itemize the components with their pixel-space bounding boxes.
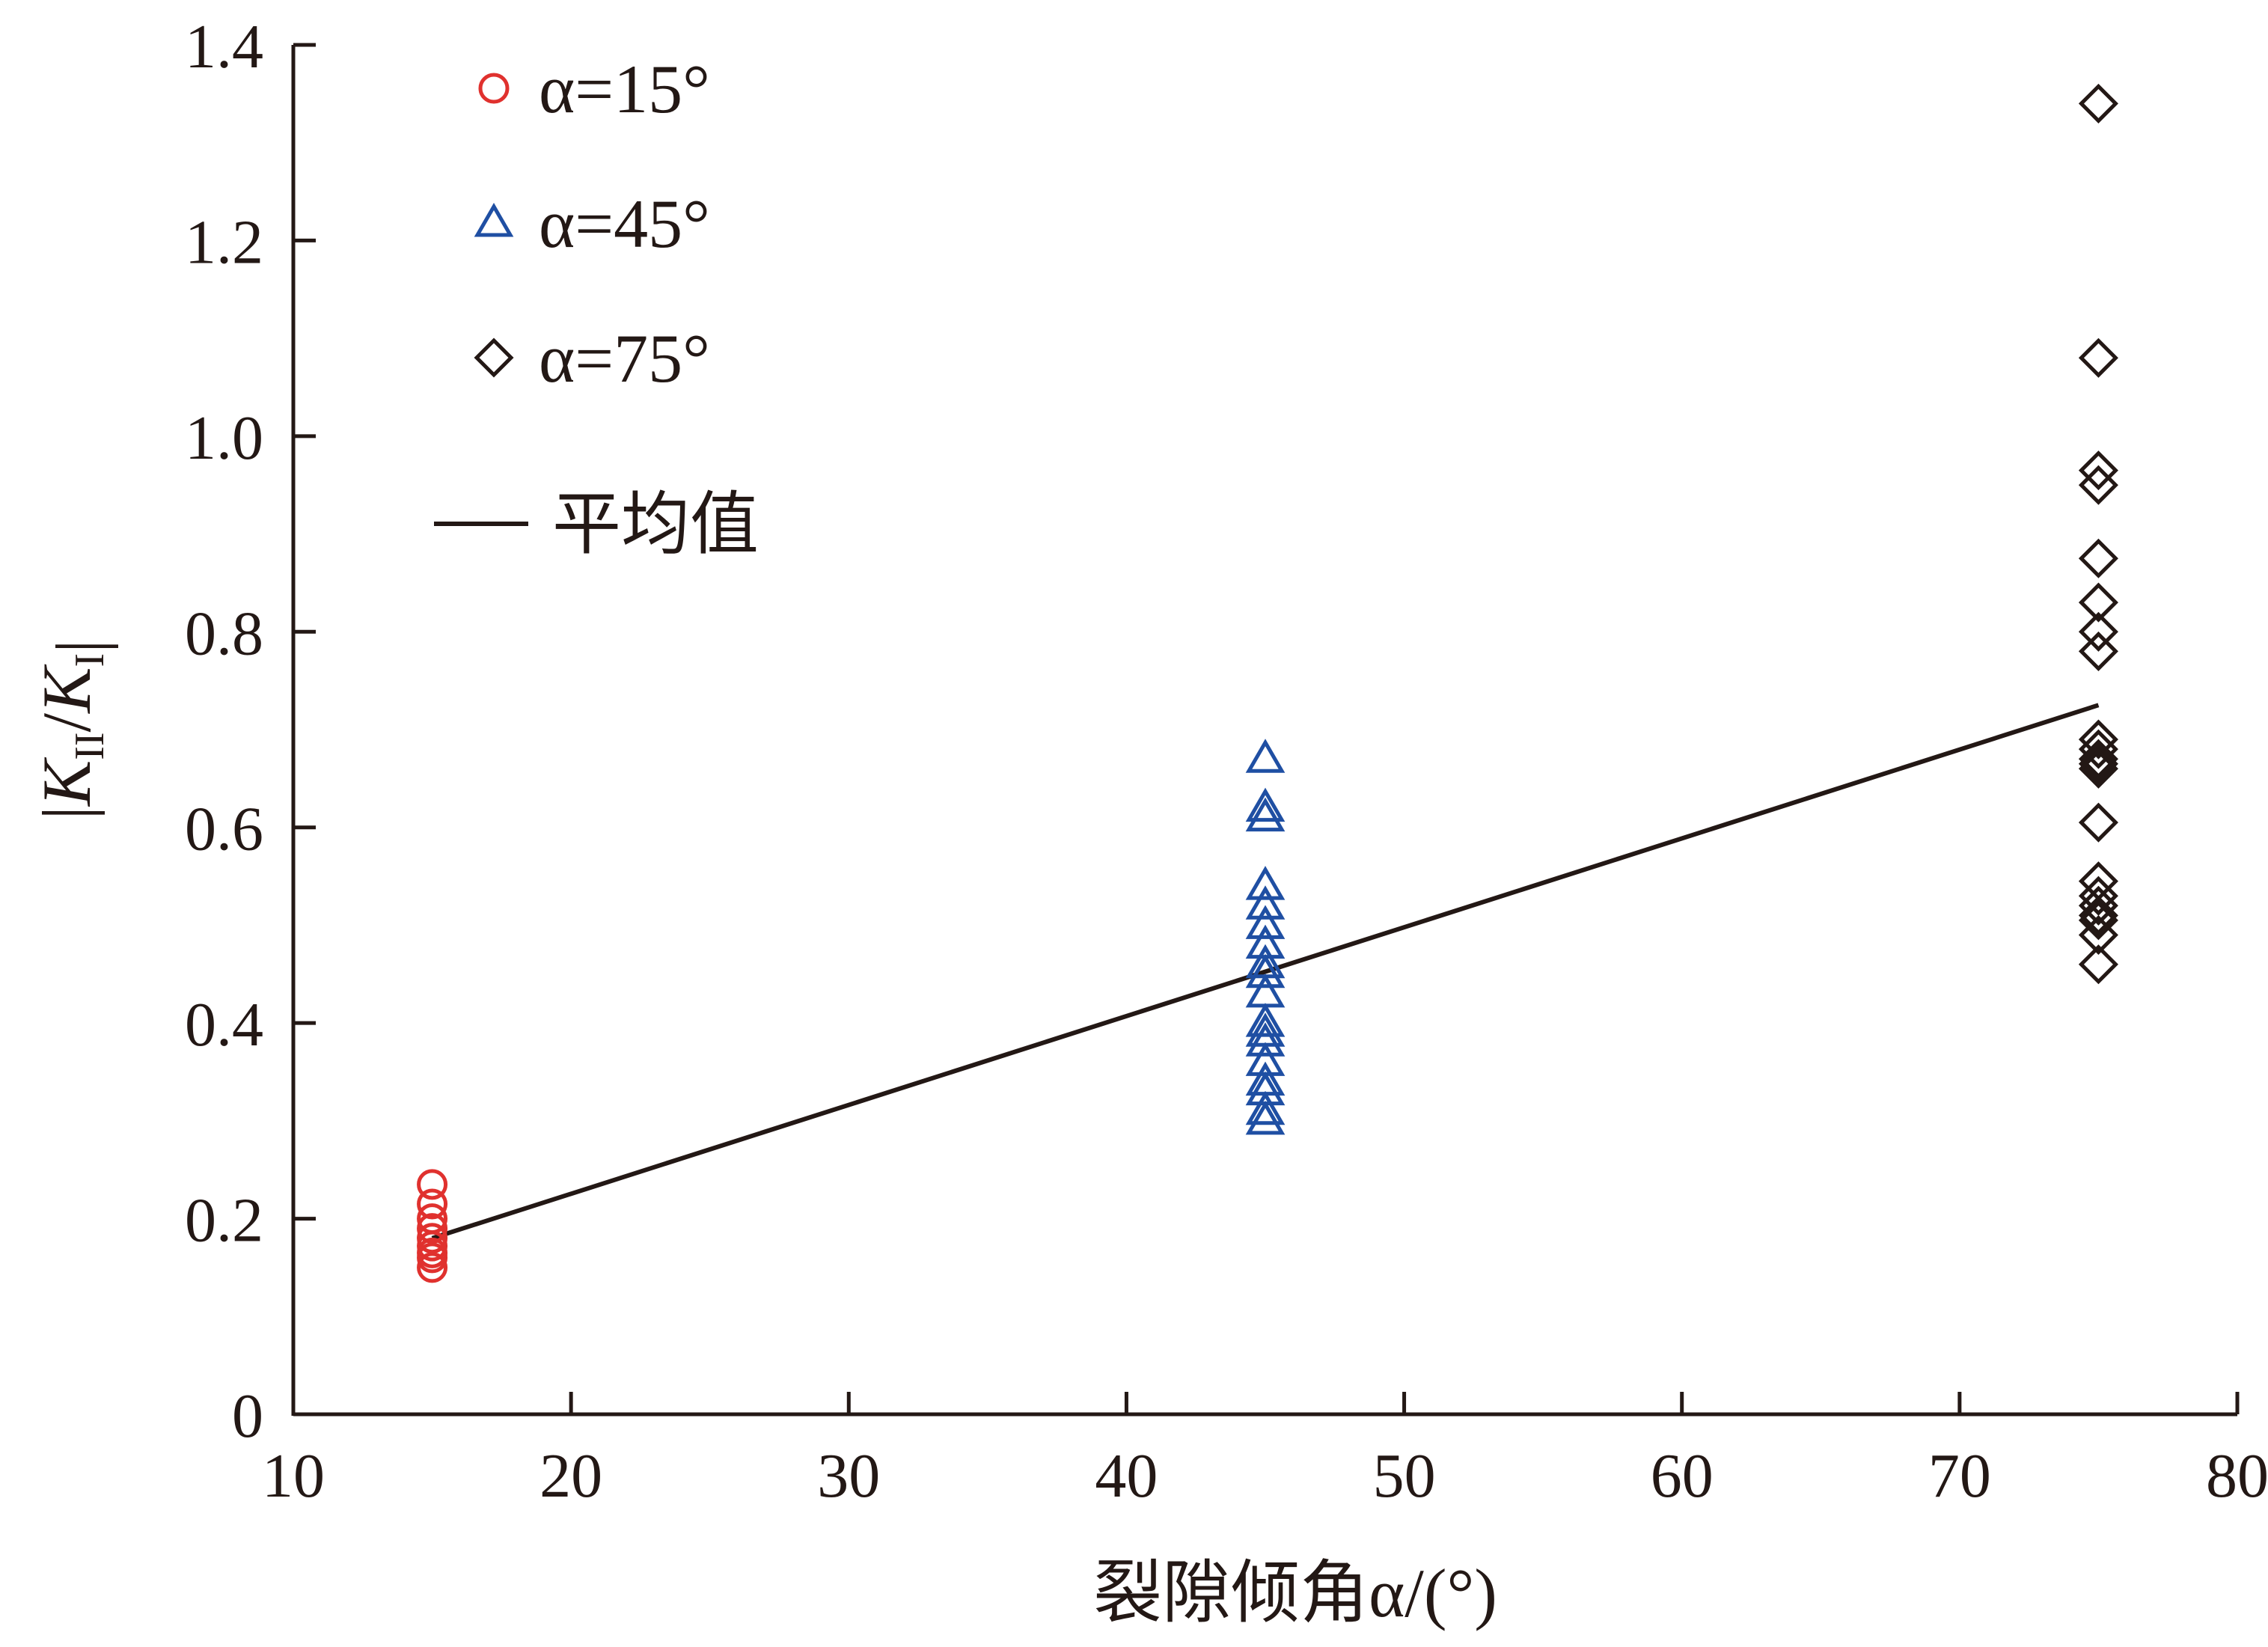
legend-label-mean: 平均值 bbox=[552, 486, 759, 563]
mean-line bbox=[431, 703, 2100, 1241]
legend-label: α=45° bbox=[539, 186, 710, 262]
y-ticks: 0 0.2 0.4 0.6 0.8 1.0 1.2 1.4 bbox=[185, 12, 316, 1451]
data-point-triangle bbox=[1245, 953, 1286, 988]
data-point-circle bbox=[417, 1252, 448, 1283]
data-point-diamond bbox=[2078, 538, 2118, 578]
data-point-triangle bbox=[1245, 1012, 1286, 1047]
data-point-triangle bbox=[1245, 924, 1286, 959]
data-point-diamond bbox=[2078, 465, 2118, 505]
data-point-circle bbox=[417, 1213, 448, 1244]
y-tick-label: 1.4 bbox=[185, 12, 263, 82]
y-tick-label: 0.8 bbox=[185, 599, 263, 668]
data-point-diamond bbox=[2078, 739, 2118, 779]
data-point-diamond bbox=[2078, 802, 2118, 843]
x-tick-label: 10 bbox=[262, 1441, 325, 1511]
x-tick-label: 80 bbox=[2206, 1441, 2268, 1511]
y-tick-label: 0 bbox=[232, 1381, 263, 1451]
data-point-diamond bbox=[2078, 582, 2118, 623]
data-point-triangle bbox=[1245, 885, 1286, 920]
data-point-triangle bbox=[1245, 1100, 1286, 1135]
data-point-diamond bbox=[2078, 631, 2118, 671]
data-point-diamond bbox=[2078, 914, 2118, 956]
data-point-triangle bbox=[1245, 1061, 1286, 1096]
data-point-triangle bbox=[1245, 973, 1286, 1008]
data-point-diamond bbox=[2078, 885, 2118, 926]
data-point-diamond bbox=[2078, 611, 2118, 652]
data-point-diamond bbox=[2078, 876, 2118, 916]
data-point-diamond bbox=[2078, 748, 2118, 789]
data-point-triangle bbox=[1245, 1090, 1286, 1125]
y-axis-title-text: |KII/KI| bbox=[28, 639, 118, 819]
data-point-diamond bbox=[2078, 895, 2118, 935]
data-point-triangle bbox=[1245, 739, 1286, 773]
axes bbox=[291, 45, 2237, 1417]
y-tick-label: 0.2 bbox=[185, 1186, 263, 1256]
legend: α=15° α=45° α=75° 平均值 bbox=[434, 51, 759, 563]
x-tick-label: 50 bbox=[1373, 1441, 1436, 1511]
y-axis-title: |KII/KI| bbox=[28, 639, 118, 819]
data-point-diamond bbox=[2078, 83, 2118, 123]
x-axis-title: 裂隙倾角α/(°) bbox=[1093, 1555, 1497, 1631]
data-point-triangle bbox=[1245, 905, 1286, 939]
legend-marker-circle bbox=[478, 73, 510, 104]
legend-marker-diamond bbox=[474, 337, 514, 378]
legend-label: α=15° bbox=[539, 51, 710, 127]
x-tick-label: 30 bbox=[817, 1441, 880, 1511]
data-point-diamond bbox=[2078, 729, 2118, 769]
y-tick-label: 0.6 bbox=[185, 795, 263, 864]
data-points bbox=[417, 83, 2118, 1283]
data-point-diamond bbox=[2078, 744, 2118, 784]
data-point-diamond bbox=[2078, 450, 2118, 491]
data-point-circle bbox=[417, 1188, 448, 1220]
x-tick-label: 20 bbox=[540, 1441, 602, 1511]
mean-line-group bbox=[431, 703, 2100, 1241]
data-point-triangle bbox=[1245, 866, 1286, 900]
y-tick-label: 1.2 bbox=[185, 207, 263, 277]
data-point-circle bbox=[417, 1223, 448, 1254]
data-point-triangle bbox=[1245, 1022, 1286, 1057]
data-point-diamond bbox=[2078, 337, 2118, 378]
data-point-circle bbox=[417, 1169, 448, 1200]
data-point-diamond bbox=[2078, 719, 2118, 760]
y-tick-label: 0.4 bbox=[185, 990, 263, 1060]
x-tick-label: 40 bbox=[1095, 1441, 1158, 1511]
data-point-diamond bbox=[2078, 944, 2118, 985]
y-tick-label: 1.0 bbox=[185, 403, 263, 473]
data-point-triangle bbox=[1245, 797, 1286, 832]
legend-label: α=75° bbox=[539, 320, 710, 397]
x-tick-label: 70 bbox=[1928, 1441, 1991, 1511]
x-tick-label: 60 bbox=[1651, 1441, 1714, 1511]
legend-marker-triangle bbox=[474, 203, 514, 237]
data-point-triangle bbox=[1245, 1042, 1286, 1076]
data-point-diamond bbox=[2078, 900, 2118, 941]
data-point-triangle bbox=[1245, 787, 1286, 822]
data-point-triangle bbox=[1245, 1071, 1286, 1106]
x-ticks: 10 20 30 40 50 60 70 80 bbox=[262, 1392, 2268, 1511]
data-point-triangle bbox=[1245, 1003, 1286, 1037]
data-point-circle bbox=[417, 1242, 448, 1274]
